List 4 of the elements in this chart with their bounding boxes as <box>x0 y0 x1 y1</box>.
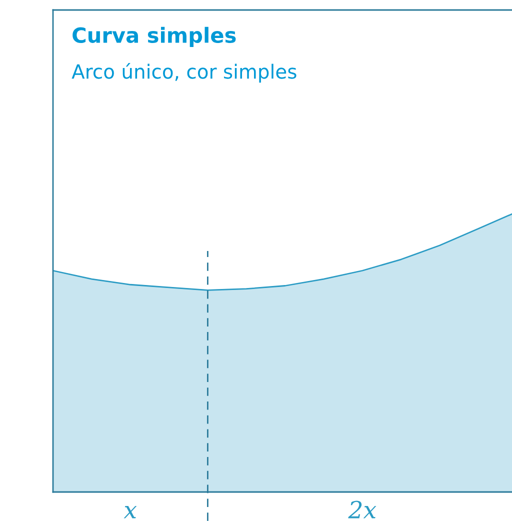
chart-title: Curva simples <box>72 26 236 48</box>
chart-subtitle: Arco único, cor simples <box>72 63 296 83</box>
x-tick-label: 2x <box>348 500 376 518</box>
x-tick-label: x <box>124 506 137 518</box>
